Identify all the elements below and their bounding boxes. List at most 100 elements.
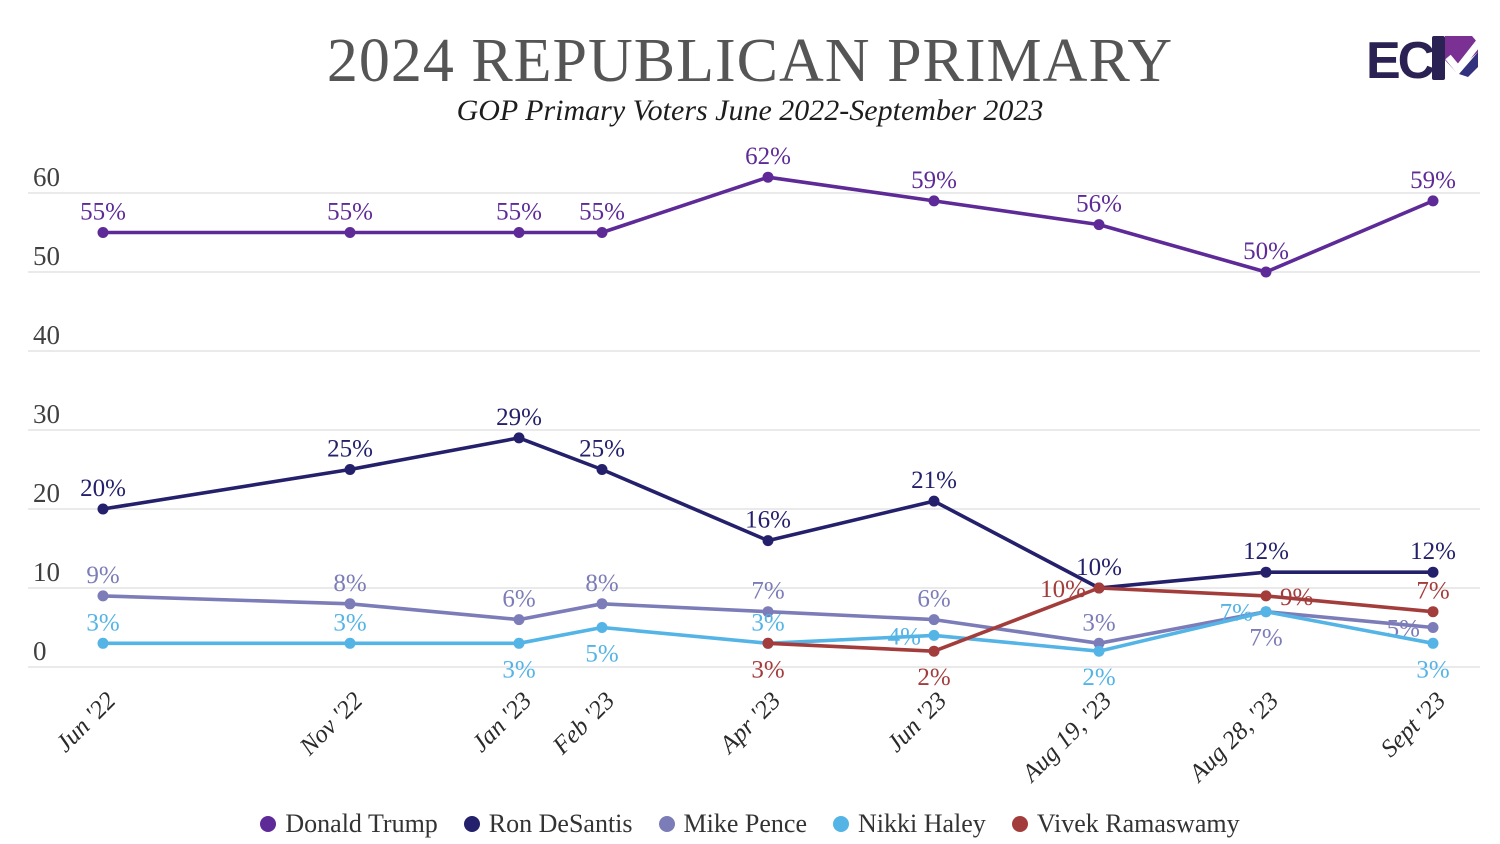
nikki-haley-data-label: 3%: [1416, 656, 1449, 683]
vivek-ramaswamy-data-label: 7%: [1416, 578, 1449, 605]
nikki-haley-point: [1427, 637, 1439, 649]
donald-trump-data-label: 62%: [745, 143, 791, 170]
x-axis-label: Nov '22: [294, 687, 368, 761]
nikki-haley-data-label: 3%: [502, 656, 535, 683]
nikki-haley-point: [344, 637, 356, 649]
mike-pence-data-label: 6%: [502, 586, 535, 613]
legend-dot-ron-desantis: [463, 816, 480, 832]
ron-desantis-data-label: 29%: [496, 404, 542, 431]
mike-pence-point: [1093, 637, 1105, 649]
donald-trump-data-label: 55%: [80, 199, 126, 226]
vivek-ramaswamy-point: [928, 645, 940, 657]
nikki-haley-data-label: 3%: [751, 609, 784, 636]
ron-desantis-data-label: 20%: [80, 475, 126, 502]
donald-trump-line: [103, 175, 1434, 274]
donald-trump-data-label: 55%: [496, 199, 542, 226]
ron-desantis-point: [928, 495, 940, 507]
ecp-logo-check-icon: [1445, 38, 1482, 75]
vivek-ramaswamy-point: [1260, 590, 1272, 602]
legend-dot-vivek-ramaswamy: [1011, 816, 1028, 832]
vivek-ramaswamy-data-label: 10%: [1040, 576, 1086, 603]
ron-desantis-point: [762, 535, 774, 547]
mike-pence-point: [762, 606, 774, 618]
nikki-haley-data-label: 7%: [1220, 600, 1253, 627]
ron-desantis-point: [344, 464, 356, 475]
mike-pence-data-label: 3%: [1082, 609, 1115, 636]
vivek-ramaswamy-data-label: 9%: [1280, 584, 1313, 611]
legend-label: Vivek Ramaswamy: [1036, 809, 1240, 838]
nikki-haley-point: [513, 637, 525, 649]
ron-desantis-data-label: 12%: [1410, 538, 1456, 565]
y-axis-label: 10: [33, 557, 60, 587]
chart-legend: Donald Trump Ron DeSantis Mike Pence Nikki …: [0, 804, 1500, 844]
ron-desantis-data-label: 21%: [911, 467, 957, 494]
legend-label: Donald Trump: [285, 809, 438, 838]
legend-dot-nikki-haley: [833, 816, 849, 832]
donald-trump-data-label: 59%: [911, 167, 957, 194]
ron-desantis-point: [1260, 566, 1272, 578]
nikki-haley-point: [1260, 606, 1272, 618]
x-axis-label: Jun '22: [51, 687, 122, 758]
legend-dot-mike-pence: [658, 816, 675, 832]
y-axis-label: 50: [33, 241, 60, 271]
legend-label: Mike Pence: [683, 809, 807, 838]
nikki-haley-point: [97, 637, 109, 649]
legend-label: Nikki Haley: [858, 809, 986, 838]
nikki-haley-point: [596, 622, 608, 633]
nikki-haley-data-label: 3%: [333, 609, 366, 636]
legend-item-mike-pence: Mike Pence: [658, 809, 807, 839]
donald-trump-point: [1260, 266, 1272, 278]
nikki-haley-data-label: 2%: [1082, 664, 1115, 691]
y-axis-label: 60: [33, 162, 60, 192]
x-axis-label: Jan '23: [467, 687, 538, 758]
ron-desantis-data-label: 25%: [579, 436, 625, 463]
donald-trump-point: [1093, 219, 1105, 231]
nikki-haley-data-label: 3%: [86, 609, 119, 636]
x-axis-label: Jun '23: [882, 687, 953, 758]
y-axis-label: 0: [33, 636, 47, 666]
ron-desantis-point: [596, 464, 608, 475]
donald-trump-data-label: 59%: [1410, 167, 1456, 194]
ron-desantis-point: [97, 503, 109, 515]
nikki-haley-point: [928, 629, 940, 641]
legend-item-donald-trump: Donald Trump: [260, 809, 438, 839]
ron-desantis-point: [1427, 566, 1439, 578]
donald-trump-data-label: 55%: [327, 199, 373, 226]
donald-trump-point: [513, 227, 525, 238]
nikki-haley-data-label: 5%: [585, 641, 618, 668]
vivek-ramaswamy-data-label: 3%: [751, 656, 784, 683]
x-axis-label: Aug 28, '23: [1183, 687, 1284, 788]
nikki-haley-point: [1093, 645, 1105, 657]
vivek-ramaswamy-point: [1093, 582, 1105, 594]
vivek-ramaswamy-point: [762, 637, 774, 649]
mike-pence-point: [97, 590, 109, 602]
ron-desantis-data-label: 16%: [745, 507, 791, 534]
x-axis-label: Sept '23: [1376, 687, 1451, 762]
mike-pence-point: [344, 598, 356, 610]
page-title: 2024 REPUBLICAN PRIMARY: [326, 27, 1174, 95]
x-axis-label: Feb '23: [547, 687, 620, 760]
donald-trump-point: [344, 227, 356, 238]
legend-item-nikki-haley: Nikki Haley: [833, 809, 986, 839]
x-axis-label: Apr '23: [713, 687, 786, 760]
mike-pence-point: [1427, 622, 1439, 633]
y-axis-label: 30: [33, 399, 60, 429]
mike-pence-point: [513, 614, 525, 626]
ron-desantis-data-label: 25%: [327, 436, 373, 463]
donald-trump-data-label: 56%: [1076, 191, 1122, 218]
donald-trump-point: [928, 195, 940, 207]
donald-trump-point: [97, 227, 109, 238]
vivek-ramaswamy-data-label: 2%: [917, 664, 950, 691]
legend-item-vivek-ramaswamy: Vivek Ramaswamy: [1011, 809, 1240, 839]
y-axis-label: 40: [33, 320, 60, 350]
ron-desantis-point: [513, 432, 525, 444]
legend-dot-donald-trump: [260, 816, 277, 832]
mike-pence-data-label: 8%: [333, 570, 366, 597]
ecp-logo: EC: [1366, 32, 1482, 90]
page-subtitle: GOP Primary Voters June 2022-September 2…: [456, 94, 1044, 127]
ecp-logo-p-stem: [1432, 36, 1445, 80]
donald-trump-point: [1427, 195, 1439, 207]
mike-pence-data-label: 6%: [917, 586, 950, 613]
nikki-haley-data-label: 4%: [888, 623, 921, 650]
